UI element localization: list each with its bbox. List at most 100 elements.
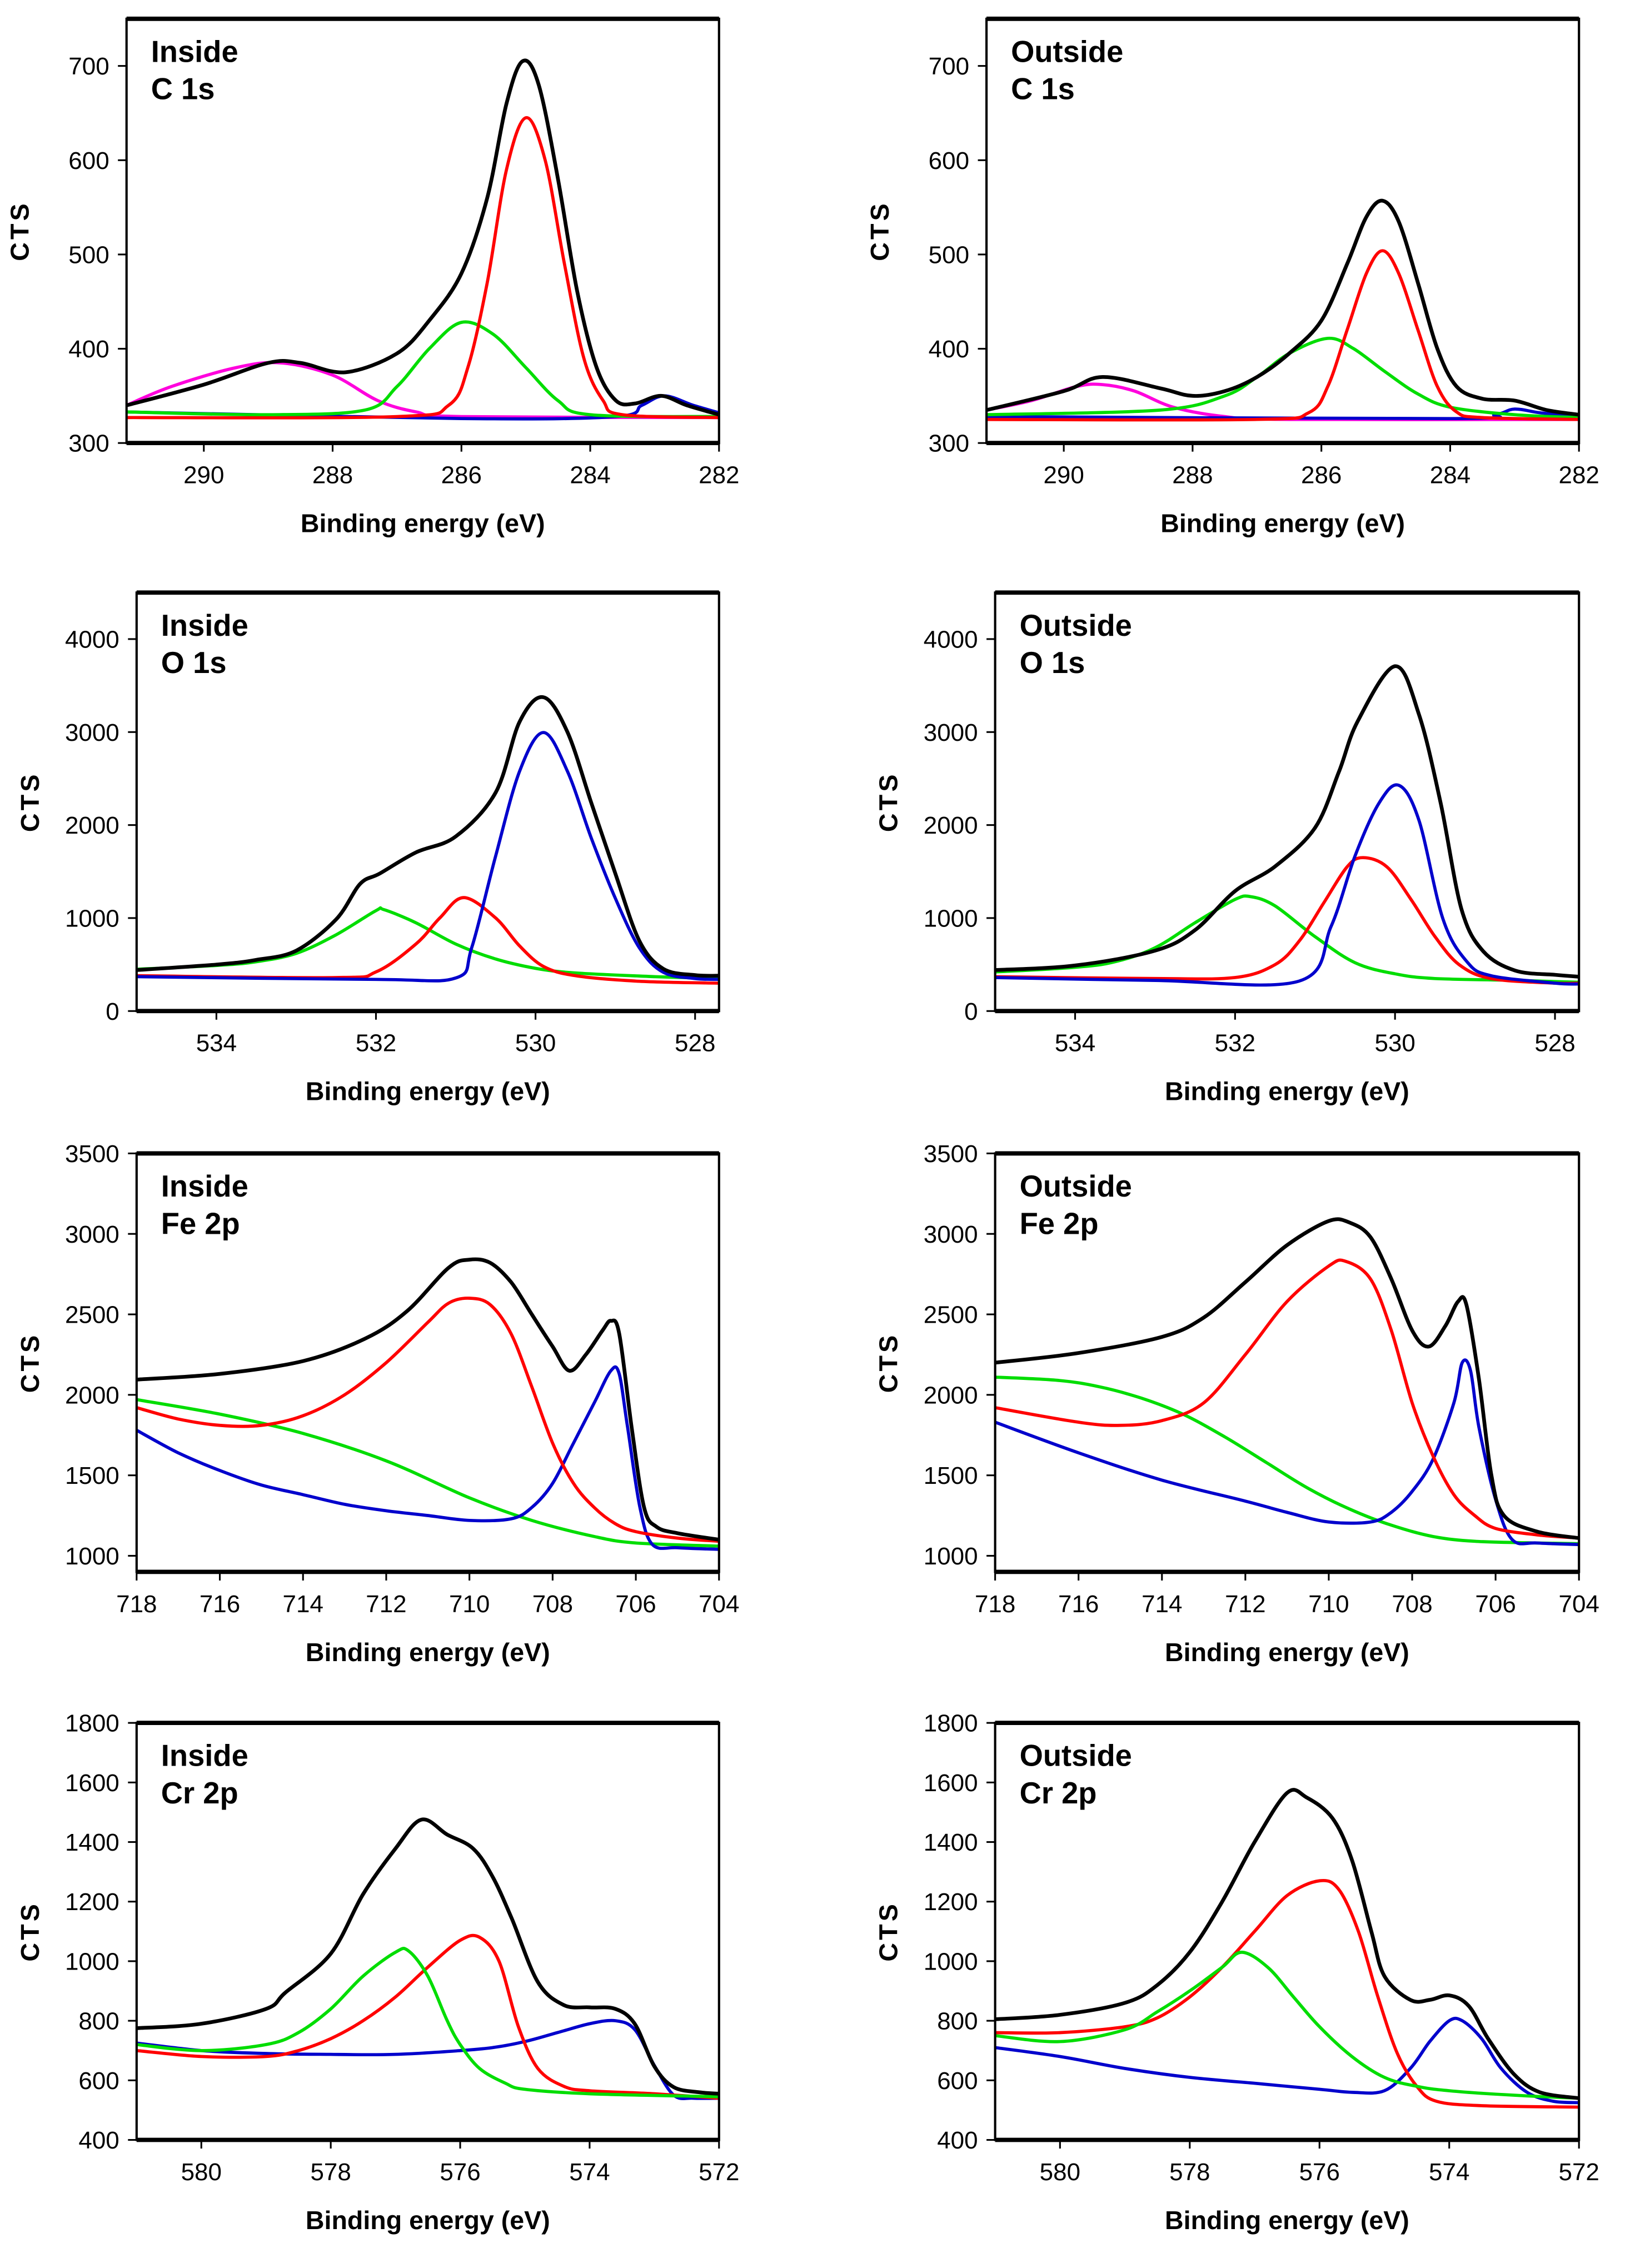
x-tick-label: 714 [1142, 1591, 1182, 1618]
x-tick-label: 708 [532, 1591, 573, 1618]
series-line-blue [995, 2016, 1579, 2105]
panel-title-line: Cr 2p [161, 1776, 238, 1810]
y-tick-label: 500 [68, 241, 109, 268]
series-line-red [136, 896, 719, 985]
y-tick-label: 1000 [65, 1543, 119, 1570]
series-line-green [136, 1947, 719, 2098]
y-tick-label: 800 [78, 2008, 119, 2035]
series-line-red [136, 1933, 719, 2100]
chart-panel-3: 534 532 530 528 0 1000 2000 3000 4000 Binding ene… [874, 590, 1581, 1106]
y-tick-label: 3000 [65, 1221, 119, 1248]
x-tick-label: 290 [183, 462, 224, 489]
series-line-blue [995, 1358, 1579, 1547]
panel-title-line: Fe 2p [161, 1207, 240, 1240]
y-tick-label: 300 [68, 430, 109, 457]
y-tick-label: 1000 [924, 1948, 978, 1975]
panel-title-line: Outside [1020, 609, 1132, 642]
panel-title-line: Cr 2p [1020, 1776, 1097, 1810]
x-tick-label: 534 [1055, 1030, 1095, 1057]
y-tick-label: 3000 [924, 1221, 978, 1248]
x-tick-label: 704 [699, 1591, 739, 1618]
x-tick-label: 712 [1225, 1591, 1265, 1618]
series-line-envelope [136, 1257, 719, 1542]
y-tick-label: 1000 [924, 1543, 978, 1570]
plot-frame [985, 17, 1581, 445]
x-tick-label: 290 [1043, 462, 1084, 489]
chart-panel-0: 290 288 286 284 282 300 400 500 600 700 Binding en… [6, 16, 739, 538]
series-line-blue [136, 1365, 719, 1551]
x-axis-label: Binding energy (eV) [1160, 509, 1405, 538]
series-group [995, 664, 1579, 987]
panel-title-line: Outside [1011, 34, 1123, 68]
x-tick-label: 718 [975, 1591, 1015, 1618]
x-tick-label: 284 [570, 462, 610, 489]
series-line-envelope [995, 1217, 1579, 1540]
panel-title-line: Fe 2p [1020, 1207, 1099, 1240]
series-line-green [995, 894, 1579, 984]
x-tick-label: 528 [1534, 1030, 1575, 1057]
series-line-red [126, 116, 719, 420]
y-tick-label: 1600 [65, 1769, 119, 1797]
y-tick-label: 2500 [65, 1302, 119, 1329]
x-tick-label: 282 [699, 462, 739, 489]
y-tick-label: 800 [937, 2008, 978, 2035]
x-tick-label: 580 [181, 2159, 222, 2186]
y-tick-label: 1000 [924, 905, 978, 932]
x-tick-label: 718 [116, 1591, 157, 1618]
panel-title-line: Inside [151, 34, 238, 68]
chart-panel-7: 580 578 576 574 572 400 600 800 1000 1200 1400 1600… [874, 1710, 1599, 2235]
y-tick-label: 600 [937, 2067, 978, 2095]
y-tick-label: 300 [929, 430, 969, 457]
y-tick-label: 400 [68, 336, 109, 363]
y-tick-label: 2500 [924, 1302, 978, 1329]
x-tick-label: 716 [200, 1591, 240, 1618]
y-tick-label: 1200 [65, 1888, 119, 1916]
y-tick-label: 3000 [924, 719, 978, 746]
panel-title-line: Inside [161, 1739, 248, 1773]
series-line-green [136, 1398, 719, 1548]
series-group [986, 198, 1579, 422]
y-tick-label: 1500 [65, 1462, 119, 1489]
y-tick-label: 3000 [65, 719, 119, 746]
panel-title-line: O 1s [161, 646, 227, 680]
y-tick-label: 1200 [924, 1888, 978, 1916]
series-line-envelope [136, 1817, 719, 2096]
y-tick-label: 400 [937, 2127, 978, 2154]
x-axis-label: Binding energy (eV) [306, 1077, 550, 1106]
series-group [136, 1817, 719, 2101]
chart-panel-1: 290 288 286 284 282 300 400 500 600 700 Binding en… [865, 16, 1599, 538]
x-tick-label: 284 [1430, 462, 1471, 489]
x-axis-label: Binding energy (eV) [306, 2206, 550, 2235]
series-line-envelope [995, 664, 1579, 979]
y-tick-label: 1000 [65, 1948, 119, 1975]
x-tick-label: 282 [1559, 462, 1599, 489]
y-axis-label: CTS [16, 1901, 44, 1962]
y-tick-label: 2000 [65, 812, 119, 839]
x-tick-label: 572 [1559, 2159, 1599, 2186]
chart-panel-4: 718 716 714 712 710 708 706 704 1000 1500 2000 2500… [16, 1140, 740, 1667]
y-tick-label: 4000 [924, 626, 978, 653]
y-axis-label: CTS [874, 1333, 903, 1393]
y-tick-label: 3500 [65, 1140, 119, 1168]
x-tick-label: 532 [356, 1030, 396, 1057]
x-tick-label: 710 [449, 1591, 490, 1618]
x-tick-label: 532 [1215, 1030, 1255, 1057]
y-tick-label: 1600 [924, 1769, 978, 1797]
y-axis-label: CTS [6, 201, 34, 261]
series-group [126, 58, 719, 421]
y-tick-label: 1400 [65, 1829, 119, 1856]
series-line-green [995, 1375, 1579, 1546]
series-line-envelope [995, 1788, 1579, 2100]
panel-title-line: O 1s [1020, 646, 1085, 680]
x-tick-label: 578 [310, 2159, 351, 2186]
y-tick-label: 0 [964, 998, 978, 1025]
series-line-blue [136, 731, 719, 983]
x-axis-label: Binding energy (eV) [1165, 1077, 1409, 1106]
y-axis-label: CTS [16, 1333, 44, 1393]
x-tick-label: 530 [1375, 1030, 1415, 1057]
y-tick-label: 600 [78, 2067, 119, 2095]
x-tick-label: 712 [366, 1591, 406, 1618]
x-axis-label: Binding energy (eV) [306, 1638, 550, 1667]
x-tick-label: 528 [675, 1030, 715, 1057]
y-tick-label: 2000 [65, 1382, 119, 1409]
